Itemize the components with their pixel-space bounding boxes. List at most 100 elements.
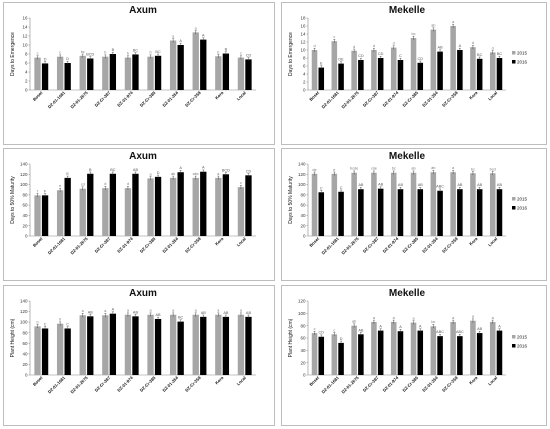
bar-label: AB — [457, 183, 463, 187]
bar-2016 — [338, 63, 344, 90]
y-tick-label: 60 — [22, 341, 28, 346]
bar-2015 — [311, 173, 318, 236]
bar-label: E — [66, 172, 69, 176]
x-tick-label: DZ-01-354 — [161, 236, 179, 254]
bar-2016 — [177, 172, 184, 236]
x-tick-label: Boset — [32, 236, 44, 248]
y-axis-label: Plant Height (cm) — [288, 318, 294, 357]
x-tick-label: DZ-Cr-358 — [441, 236, 459, 254]
x-tick-label: DZ-Cr-385 — [139, 90, 157, 108]
bar-label: d — [127, 182, 129, 186]
x-tick-label: DZ-Cr-387 — [94, 375, 112, 393]
x-tick-label: DZ-Cr-358 — [441, 375, 459, 393]
bar-2015 — [390, 321, 397, 375]
bar-label: AB — [378, 183, 384, 187]
chart-svg: Mekelle 0 2 4 6 8 10 12 14 16 18 Days to Emergence d… — [288, 5, 528, 110]
bar-label: AB — [477, 183, 483, 187]
bar-label: BCD — [86, 53, 94, 57]
x-tick-label: DZ-01-974 — [116, 375, 134, 393]
x-tick-label: DZ-Cr-358 — [184, 90, 202, 108]
bar-2015 — [331, 334, 338, 375]
x-tick-label: Local — [236, 375, 247, 386]
bar-2016 — [318, 67, 325, 90]
bar-2016 — [41, 195, 49, 236]
x-tick-label: DZ-01-2675 — [340, 90, 360, 110]
x-tick-label: DZ-Cr-385 — [139, 236, 157, 254]
chart-panel-mekelle-height: Mekelle 0 20 40 60 80 100 120 Plant Height (cm) c… — [281, 285, 547, 426]
bar-label: f — [37, 189, 39, 193]
bar-label: A — [419, 325, 422, 329]
bar-label: a — [452, 166, 455, 170]
bar-2016 — [132, 316, 139, 375]
x-tick-label: DZ-Cr-387 — [94, 90, 112, 108]
bar-label: a — [452, 316, 455, 320]
bar-label: c — [314, 327, 316, 331]
y-tick-label: 2 — [303, 80, 306, 85]
bar-2016 — [177, 45, 184, 90]
bar-label: a — [492, 316, 495, 320]
x-tick-label: DZ-01-354 — [421, 90, 439, 108]
x-tick-label: DZ-01-354 — [421, 375, 439, 393]
bar-2015 — [237, 57, 245, 90]
y-tick-label: 0 — [303, 234, 306, 239]
bar-2015 — [351, 325, 357, 375]
bar-2016 — [222, 53, 230, 90]
bar-label: a — [149, 309, 152, 313]
y-tick-label: 60 — [300, 336, 306, 341]
bar-2015 — [102, 56, 109, 90]
bar-2015 — [331, 173, 338, 236]
legend-swatch-2016 — [512, 344, 516, 348]
y-tick-label: 4 — [303, 72, 306, 77]
bar-label: a — [412, 317, 415, 321]
bar-2016 — [109, 173, 117, 236]
bar-2016 — [200, 316, 207, 375]
x-tick-label: DZ-01-1681 — [321, 375, 341, 395]
bar-2016 — [437, 336, 443, 375]
bar-label: a — [82, 309, 85, 313]
bar-2016 — [338, 191, 344, 236]
bar-label: D — [157, 171, 160, 175]
bar-label: A — [202, 166, 205, 170]
bar-label: A — [112, 308, 115, 312]
bar-2015 — [192, 177, 199, 236]
y-tick-label: 60 — [300, 203, 306, 208]
bar-label: A — [179, 39, 182, 43]
bar-label: c — [240, 181, 242, 185]
y-tick-label: 10 — [22, 43, 28, 48]
x-tick-label: Kora — [214, 236, 225, 247]
chart-title: Axum — [129, 288, 157, 299]
bar-2015 — [410, 322, 417, 375]
bar-label: c — [240, 52, 242, 56]
bar-label: A — [179, 166, 182, 170]
legend-swatch-2015 — [512, 197, 516, 201]
chart-title: Mekelle — [389, 5, 426, 16]
bar-2016 — [177, 321, 184, 375]
bar-label: CD — [319, 331, 325, 335]
bar-label: B — [225, 48, 228, 52]
chart-svg: Mekelle 0 20 40 60 80 100 120 140 Days to 50% Mat… — [288, 151, 528, 256]
bar-label: a — [452, 20, 455, 24]
bar-label: b — [36, 320, 38, 324]
bar-2016 — [377, 330, 384, 375]
bar-label: AB — [358, 183, 364, 187]
y-tick-label: 120 — [298, 172, 306, 177]
bar-2016 — [154, 318, 162, 375]
bar-label: ab — [431, 166, 435, 170]
bar-2015 — [124, 57, 132, 90]
bar-label: C — [66, 322, 69, 326]
y-tick-label: 16 — [300, 24, 306, 29]
bar-label: ab — [431, 24, 435, 28]
bar-label: a — [217, 309, 220, 313]
x-tick-label: Kora — [468, 90, 479, 101]
bar-2016 — [200, 39, 207, 90]
y-tick-label: 40 — [300, 213, 306, 218]
legend-swatch-2015 — [512, 51, 516, 55]
bar-2015 — [430, 172, 437, 236]
bar-label: A — [399, 325, 402, 329]
y-tick-label: 20 — [22, 223, 28, 228]
y-tick-label: 80 — [22, 330, 28, 335]
x-tick-label: Boset — [32, 90, 44, 102]
x-tick-label: DZ-01-974 — [382, 236, 400, 254]
bar-2016 — [154, 55, 162, 90]
x-tick-label: DZ-01-974 — [382, 375, 400, 393]
